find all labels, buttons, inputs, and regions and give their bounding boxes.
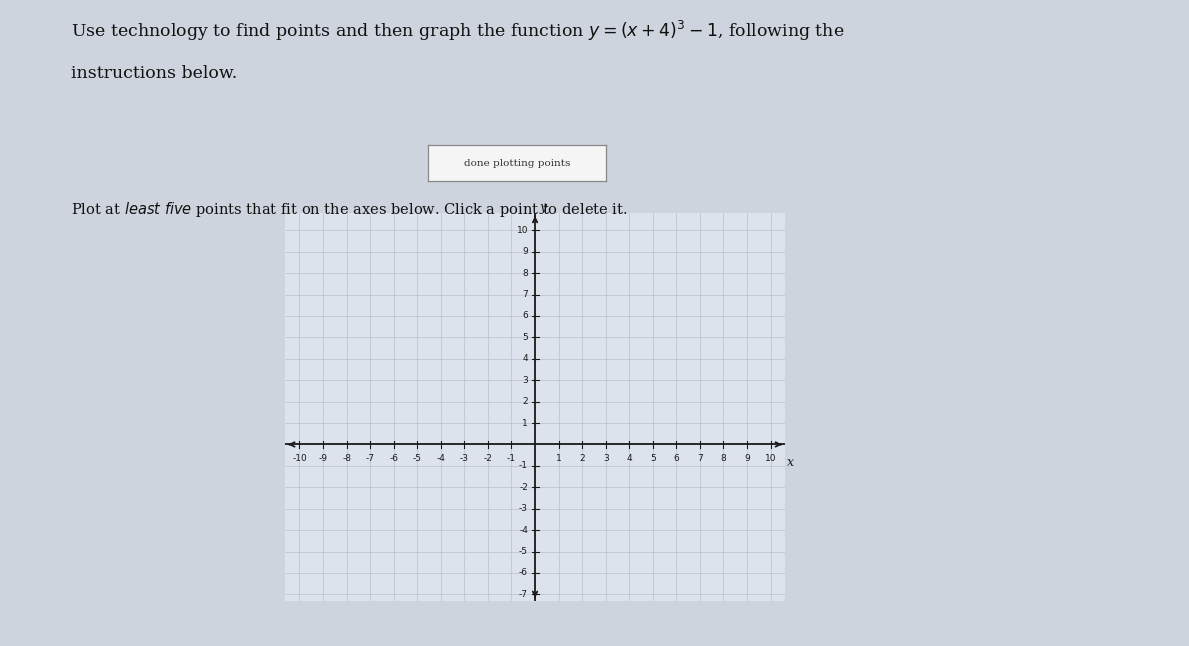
Text: 4: 4 bbox=[627, 454, 633, 463]
Text: 10: 10 bbox=[765, 454, 776, 463]
Text: Use technology to find points and then graph the function $y = (x+4)^3 - 1$, fol: Use technology to find points and then g… bbox=[71, 19, 844, 43]
Text: -7: -7 bbox=[366, 454, 375, 463]
Text: -2: -2 bbox=[520, 483, 528, 492]
Text: 2: 2 bbox=[579, 454, 585, 463]
Text: -3: -3 bbox=[518, 504, 528, 513]
Text: 3: 3 bbox=[603, 454, 609, 463]
Text: 1: 1 bbox=[555, 454, 561, 463]
Text: x: x bbox=[787, 456, 794, 469]
Text: 8: 8 bbox=[522, 269, 528, 278]
Text: 2: 2 bbox=[522, 397, 528, 406]
Text: Plot at $\mathit{least}$ $\mathit{five}$ points that fit on the axes below. Clic: Plot at $\mathit{least}$ $\mathit{five}$… bbox=[71, 200, 628, 219]
Text: done plotting points: done plotting points bbox=[464, 159, 571, 167]
Text: -2: -2 bbox=[484, 454, 492, 463]
Text: 5: 5 bbox=[650, 454, 655, 463]
Text: -10: -10 bbox=[292, 454, 307, 463]
Text: instructions below.: instructions below. bbox=[71, 65, 238, 81]
Text: 4: 4 bbox=[522, 354, 528, 363]
Text: 7: 7 bbox=[522, 290, 528, 299]
Text: 3: 3 bbox=[522, 376, 528, 385]
Text: 1: 1 bbox=[522, 419, 528, 428]
Text: -9: -9 bbox=[319, 454, 327, 463]
Text: -1: -1 bbox=[507, 454, 516, 463]
Text: -8: -8 bbox=[342, 454, 351, 463]
Text: -5: -5 bbox=[413, 454, 422, 463]
Text: 10: 10 bbox=[516, 226, 528, 234]
Text: 8: 8 bbox=[721, 454, 726, 463]
Text: -7: -7 bbox=[518, 590, 528, 599]
Text: -6: -6 bbox=[389, 454, 398, 463]
Text: 6: 6 bbox=[673, 454, 679, 463]
Text: 7: 7 bbox=[697, 454, 703, 463]
Text: -6: -6 bbox=[518, 568, 528, 578]
Text: 9: 9 bbox=[744, 454, 750, 463]
Text: -4: -4 bbox=[436, 454, 445, 463]
Text: -4: -4 bbox=[520, 526, 528, 535]
Text: -3: -3 bbox=[460, 454, 468, 463]
Text: -1: -1 bbox=[518, 461, 528, 470]
Text: 5: 5 bbox=[522, 333, 528, 342]
Text: 6: 6 bbox=[522, 311, 528, 320]
Text: -5: -5 bbox=[518, 547, 528, 556]
Text: 9: 9 bbox=[522, 247, 528, 256]
Text: y: y bbox=[540, 202, 547, 214]
